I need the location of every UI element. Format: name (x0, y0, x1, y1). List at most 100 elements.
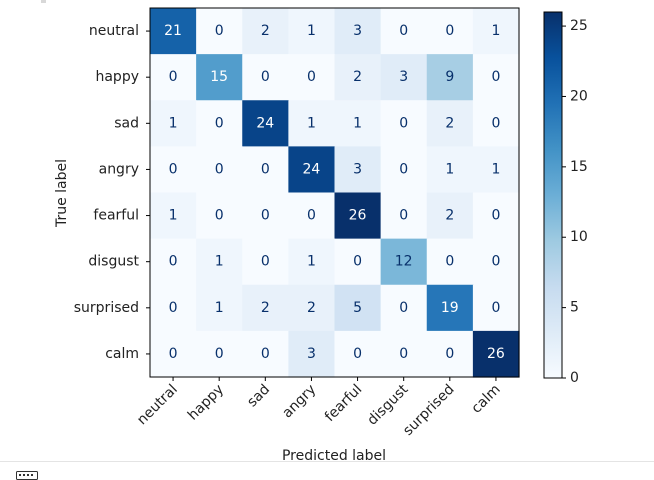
x-tick-label: angry (279, 382, 319, 422)
heatmap-cell-calm-neutral (150, 330, 197, 378)
cell-value-label: 0 (353, 254, 362, 270)
heatmap-cell-calm-surprised (426, 330, 474, 378)
cell-value-label: 0 (399, 346, 408, 362)
cell-value-label: 0 (215, 208, 224, 224)
heatmap-cell-fearful-surprised (426, 192, 474, 240)
cell-value-label: 0 (445, 254, 454, 270)
cell-value-label: 0 (261, 254, 270, 270)
cell-value-label: 9 (445, 69, 454, 85)
heatmap-cell-fearful-happy (196, 192, 243, 240)
cell-value-label: 15 (210, 69, 228, 85)
cell-value-label: 26 (487, 346, 505, 362)
heatmap-cell-disgust-sad (242, 238, 289, 286)
cell-value-label: 0 (215, 161, 224, 177)
y-tick-label: disgust (88, 254, 139, 270)
cell-value-label: 0 (169, 69, 178, 85)
y-tick-label: surprised (74, 300, 139, 316)
heatmap-cell-surprised-neutral (150, 284, 197, 332)
heatmap-cell-angry-disgust (380, 146, 428, 194)
cell-value-label: 0 (399, 115, 408, 131)
heatmap-cell-surprised-surprised (426, 284, 474, 332)
heatmap-cell-calm-fearful (334, 330, 382, 378)
cell-value-label: 0 (307, 208, 316, 224)
cell-value-label: 0 (169, 161, 178, 177)
cell-value-label: 0 (491, 115, 500, 131)
cell-value-label: 0 (445, 23, 454, 39)
cell-value-label: 0 (399, 208, 408, 224)
x-tick-label: calm (469, 382, 504, 417)
cell-value-label: 26 (349, 208, 367, 224)
heatmap-cell-disgust-calm (472, 238, 520, 286)
cell-value-label: 24 (303, 161, 321, 177)
keyboard-icon[interactable] (16, 471, 38, 480)
heatmap-cell-disgust-fearful (334, 238, 382, 286)
cell-value-label: 0 (307, 69, 316, 85)
cell-value-label: 1 (491, 23, 500, 39)
heatmap-frame (149, 7, 520, 378)
cell-value-label: 3 (399, 69, 408, 85)
heatmap-cell-angry-fearful (334, 146, 382, 194)
cell-value-label: 0 (215, 23, 224, 39)
colorbar-gradient (544, 12, 562, 378)
heatmap-cell-fearful-neutral (150, 192, 197, 240)
y-tick-label: fearful (93, 208, 139, 224)
heatmap-cell-sad-neutral (150, 100, 197, 147)
cell-value-label: 1 (491, 161, 500, 177)
heatmap-cell-disgust-neutral (150, 238, 197, 286)
cell-value-label: 0 (491, 69, 500, 85)
colorbar-tick-label: 10 (570, 229, 588, 245)
heatmap-cell-disgust-happy (196, 238, 243, 286)
cell-value-labels: 21 0 2 1 3 0 0 10 15 0 0 2 3 9 01 0 24 1 1 0 2 00 0 0 24 3 0 1 11 0 0 0… (164, 23, 505, 362)
heatmap-cell-angry-surprised (426, 146, 474, 194)
cell-value-label: 1 (445, 161, 454, 177)
x-tick-label: disgust (364, 381, 411, 428)
cell-value-label: 1 (307, 254, 316, 270)
cell-value-label: 1 (169, 115, 178, 131)
heatmap-cell-surprised-fearful (334, 284, 382, 332)
cell-value-label: 12 (395, 254, 413, 270)
heatmap-cell-happy-happy (196, 54, 243, 101)
cell-value-label: 0 (215, 346, 224, 362)
heatmap-cell-fearful-disgust (380, 192, 428, 240)
heatmap-cell-neutral-disgust (380, 8, 428, 55)
heatmap-cell-neutral-neutral (150, 8, 197, 55)
heatmap-cell-surprised-happy (196, 284, 243, 332)
heatmap-cell-happy-fearful (334, 54, 382, 101)
colorbar-tick-label: 0 (570, 370, 579, 386)
heatmap-cell-happy-sad (242, 54, 289, 101)
cell-value-label: 0 (215, 115, 224, 131)
heatmap-cell-neutral-angry (288, 8, 336, 55)
x-tick-label: happy (185, 382, 227, 424)
cell-value-label: 2 (445, 208, 454, 224)
cell-value-label: 0 (399, 161, 408, 177)
y-tick-label: happy (95, 69, 139, 85)
heatmap-cell-fearful-calm (472, 192, 520, 240)
cell-value-label: 0 (169, 254, 178, 270)
cell-value-label: 0 (353, 346, 362, 362)
heatmap-cell-neutral-sad (242, 8, 289, 55)
heatmap-cell-neutral-surprised (426, 8, 474, 55)
cell-value-label: 0 (491, 300, 500, 316)
heatmap-cell-surprised-disgust (380, 284, 428, 332)
cell-value-label: 1 (307, 23, 316, 39)
cell-value-label: 1 (307, 115, 316, 131)
colorbar-tick-label: 5 (570, 300, 579, 316)
heatmap-cell-happy-surprised (426, 54, 474, 101)
cell-value-label: 0 (169, 300, 178, 316)
colorbar-frame (543, 11, 563, 379)
y-tick-label: calm (105, 346, 139, 362)
heatmap-cell-sad-angry (288, 100, 336, 147)
cell-value-label: 1 (215, 300, 224, 316)
heatmap-cell-happy-calm (472, 54, 520, 101)
cell-value-label: 0 (399, 23, 408, 39)
heatmap-cell-angry-neutral (150, 146, 197, 194)
heatmap-cell-sad-disgust (380, 100, 428, 147)
heatmap-cell-neutral-happy (196, 8, 243, 55)
heatmap-cell-calm-calm (472, 330, 520, 378)
heatmap-cell-neutral-calm (472, 8, 520, 55)
heatmap-cell-fearful-fearful (334, 192, 382, 240)
cell-value-label: 0 (261, 161, 270, 177)
cell-value-label: 2 (261, 23, 270, 39)
cell-value-label: 2 (445, 115, 454, 131)
